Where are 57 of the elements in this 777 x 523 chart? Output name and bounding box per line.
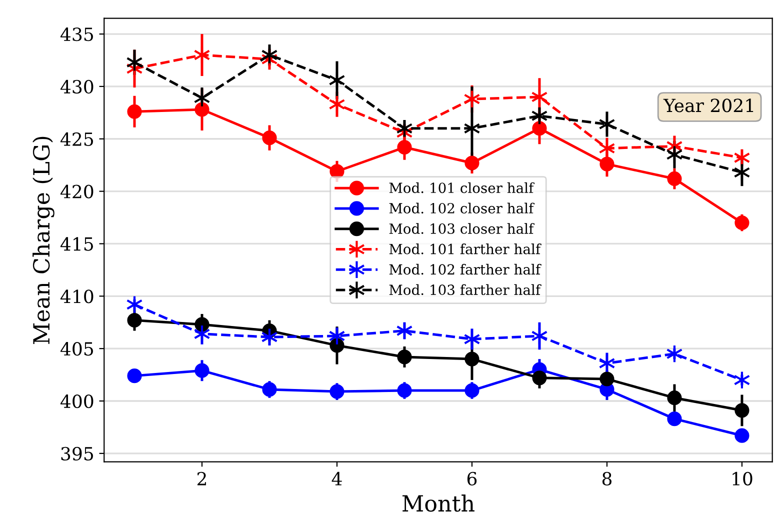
point xyxy=(397,140,412,155)
point xyxy=(667,412,682,426)
point xyxy=(261,328,278,346)
point xyxy=(127,104,142,119)
point xyxy=(734,403,750,418)
legend-label: Mod. 101 closer half xyxy=(389,182,535,194)
x-tick-label: 8 xyxy=(602,472,612,486)
y-tick-label: 420 xyxy=(60,184,94,198)
point xyxy=(531,106,548,126)
point xyxy=(330,384,344,399)
legend-label: Mod. 102 closer half xyxy=(389,202,535,214)
point xyxy=(262,382,277,397)
point xyxy=(600,372,614,386)
y-tick-label: 410 xyxy=(60,290,94,304)
point xyxy=(328,326,346,346)
point xyxy=(397,383,412,398)
y-tick-label: 415 xyxy=(60,237,93,251)
point xyxy=(126,295,143,314)
x-axis-title: Month xyxy=(402,494,474,512)
legend-label: Mod. 102 farther half xyxy=(389,264,542,275)
point xyxy=(396,119,413,138)
point xyxy=(734,215,750,230)
annotation: Year 2021 xyxy=(663,98,754,112)
point xyxy=(397,350,412,364)
point xyxy=(330,338,344,353)
y-tick-label: 405 xyxy=(60,342,93,356)
point xyxy=(667,171,682,186)
point xyxy=(194,317,210,332)
point xyxy=(464,156,480,170)
x-tick-label: 10 xyxy=(732,472,752,486)
y-tick-label: 435 xyxy=(60,27,93,42)
point xyxy=(532,121,547,136)
point xyxy=(127,312,142,328)
y-tick-label: 425 xyxy=(60,132,93,146)
point xyxy=(600,156,614,172)
point xyxy=(667,390,682,406)
legend-label: Mod. 103 farther half xyxy=(389,284,542,296)
legend-label: Mod. 101 farther half xyxy=(389,244,542,254)
y-tick-label: 400 xyxy=(60,394,94,408)
x-tick-label: 4 xyxy=(332,472,342,486)
y-tick-label: 395 xyxy=(61,446,93,461)
point xyxy=(464,352,480,366)
legend-label: Mod. 103 closer half xyxy=(389,223,535,234)
point xyxy=(734,370,750,390)
point xyxy=(464,383,480,398)
point xyxy=(396,321,413,340)
y-axis-title: Mean Charge (LG) xyxy=(32,136,54,344)
point xyxy=(194,363,210,378)
point xyxy=(532,370,547,386)
point xyxy=(666,344,683,364)
point xyxy=(127,368,142,384)
point xyxy=(262,130,277,146)
y-tick-label: 430 xyxy=(60,80,94,94)
x-tick-label: 6 xyxy=(467,472,477,486)
point xyxy=(734,428,750,443)
point xyxy=(194,102,210,117)
x-tick-label: 2 xyxy=(197,472,206,486)
